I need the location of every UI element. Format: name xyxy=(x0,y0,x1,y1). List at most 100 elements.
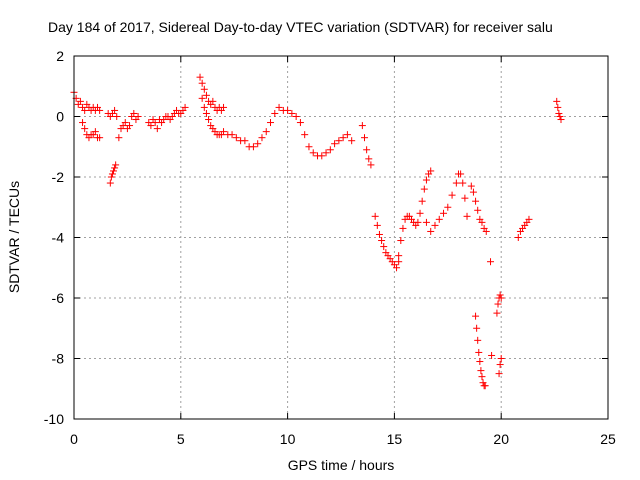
data-point xyxy=(448,191,456,199)
y-tick-label: -8 xyxy=(52,351,65,367)
data-point xyxy=(198,94,206,102)
data-point xyxy=(106,179,114,187)
data-point xyxy=(196,73,204,81)
data-point xyxy=(380,243,388,251)
data-point xyxy=(111,164,119,172)
data-point xyxy=(525,215,533,223)
data-point xyxy=(435,215,443,223)
data-point xyxy=(181,103,189,111)
data-point xyxy=(305,143,313,151)
data-point xyxy=(427,227,435,235)
data-point xyxy=(373,221,381,229)
data-point xyxy=(331,140,339,148)
data-point xyxy=(431,221,439,229)
data-point xyxy=(81,125,89,133)
data-point xyxy=(202,91,210,99)
axis-ticks: 0 5 10 15 20 25 -10 -8 -6 -4 -2 0 2 xyxy=(44,48,616,447)
data-point xyxy=(96,134,104,142)
data-point xyxy=(107,173,115,181)
x-tick-label: 0 xyxy=(70,431,78,447)
data-point xyxy=(292,113,300,120)
y-tick-label: -10 xyxy=(44,411,64,427)
data-point xyxy=(96,106,104,114)
data-point xyxy=(393,264,401,272)
data-point xyxy=(469,188,477,196)
data-point xyxy=(514,234,522,241)
data-point xyxy=(121,119,129,127)
data-point xyxy=(267,119,275,127)
data-point xyxy=(202,109,210,117)
data-point xyxy=(115,134,123,142)
y-tick-label: -2 xyxy=(52,169,65,185)
x-axis-title: GPS time / hours xyxy=(288,457,395,473)
data-point xyxy=(360,134,368,142)
data-point xyxy=(416,209,424,217)
data-point xyxy=(363,146,371,154)
data-point xyxy=(209,97,217,105)
data-point xyxy=(482,227,490,235)
data-point xyxy=(113,113,121,120)
data-point xyxy=(258,134,266,142)
data-point xyxy=(220,103,228,111)
data-point xyxy=(457,170,465,178)
data-point xyxy=(81,106,89,114)
data-point xyxy=(440,209,448,217)
data-point xyxy=(476,358,484,366)
data-point xyxy=(326,146,334,154)
data-point xyxy=(497,355,505,362)
data-points xyxy=(70,73,565,390)
data-point xyxy=(288,109,296,117)
data-point xyxy=(493,309,501,317)
y-tick-label: -4 xyxy=(52,230,65,246)
data-point xyxy=(275,103,283,111)
data-point xyxy=(134,113,142,120)
data-point xyxy=(461,194,469,202)
data-point xyxy=(343,131,351,139)
data-point xyxy=(147,122,155,130)
data-point xyxy=(335,137,343,145)
data-point xyxy=(111,106,119,114)
data-point xyxy=(472,197,480,205)
data-point xyxy=(130,109,138,117)
data-point xyxy=(365,155,373,163)
data-point xyxy=(477,367,485,375)
data-point xyxy=(262,128,270,136)
data-point xyxy=(318,152,326,160)
data-point xyxy=(378,237,386,245)
data-point xyxy=(232,134,240,142)
data-point xyxy=(367,161,375,169)
data-point xyxy=(422,218,430,226)
data-point xyxy=(496,361,504,369)
data-point xyxy=(76,97,84,105)
data-point xyxy=(420,185,428,193)
data-point xyxy=(151,119,159,127)
data-point xyxy=(371,212,379,220)
data-point xyxy=(472,312,480,320)
data-point xyxy=(474,336,482,344)
data-point xyxy=(496,291,504,299)
data-point xyxy=(153,125,161,133)
data-point xyxy=(478,373,486,381)
data-point xyxy=(198,79,206,87)
data-point xyxy=(481,382,489,390)
data-point xyxy=(418,197,426,205)
data-point xyxy=(473,324,481,332)
data-point xyxy=(467,182,475,190)
data-point xyxy=(414,218,422,226)
data-point xyxy=(110,167,118,175)
data-point xyxy=(554,103,562,111)
data-point xyxy=(200,103,208,111)
data-point xyxy=(220,128,228,136)
data-point xyxy=(301,131,309,139)
data-point xyxy=(241,137,249,145)
data-point xyxy=(205,116,213,124)
data-point xyxy=(459,179,467,187)
data-point xyxy=(474,206,482,214)
data-point xyxy=(228,131,236,139)
data-point xyxy=(79,119,87,127)
data-point xyxy=(375,230,383,238)
y-tick-label: -6 xyxy=(52,290,65,306)
x-tick-label: 20 xyxy=(493,431,509,447)
y-axis-title: SDTVAR / TECUs xyxy=(6,181,22,293)
x-tick-label: 5 xyxy=(177,431,185,447)
